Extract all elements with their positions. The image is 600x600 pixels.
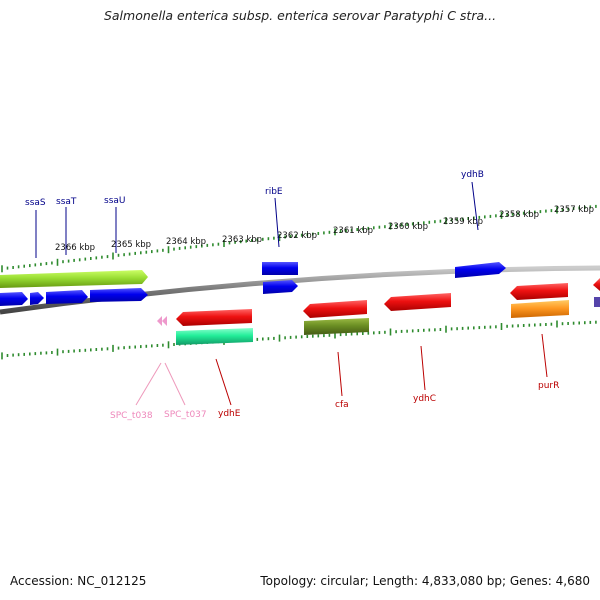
scale-label: 2359 kbp	[443, 217, 483, 227]
gene-arrow-ssaT[interactable]	[30, 292, 44, 305]
genome-backbone	[0, 265, 600, 315]
gene-arrow-ribE-2[interactable]	[263, 280, 298, 294]
scale-label: 2364 kbp	[166, 237, 206, 247]
gene-label-ydhB[interactable]: ydhB	[461, 170, 484, 180]
gene-label-ydhE[interactable]: ydhE	[218, 409, 241, 419]
gene-arrow-ydhC[interactable]	[384, 293, 451, 311]
gene-arrow-ribE-1[interactable]	[262, 262, 298, 275]
scale-label: 2365 kbp	[111, 240, 151, 250]
gene-arrow-purR[interactable]	[511, 300, 569, 318]
scale-label: 2358 kbp	[499, 210, 539, 220]
label-line-purR	[541, 333, 548, 378]
gene-label-ssaT[interactable]: ssaT	[56, 197, 77, 207]
gene-arrow-cfa[interactable]	[304, 318, 369, 335]
label-line-SPC_t038	[135, 362, 162, 406]
gene-arrow-lime[interactable]	[0, 270, 148, 288]
label-line-cfa	[337, 351, 343, 397]
gene-arrow-ydhB[interactable]	[455, 262, 506, 278]
gene-arrow-teal[interactable]	[176, 328, 253, 345]
gene-arrow-edge-purple[interactable]	[594, 297, 600, 307]
gene-label-ssaU[interactable]: ssaU	[104, 196, 125, 206]
label-line-ydhE	[215, 358, 232, 406]
gene-label-ssaS[interactable]: ssaS	[25, 198, 46, 208]
label-line-ribE	[274, 197, 280, 248]
gene-arrow-edge-red[interactable]	[593, 278, 600, 291]
gene-arrow-cfa-red[interactable]	[303, 300, 367, 318]
gene-ssaS-region[interactable]	[0, 270, 148, 288]
trna-arrow-SPC_t037[interactable]	[162, 316, 167, 326]
trna-arrow-SPC_t038[interactable]	[157, 316, 162, 326]
gene-label-SPC_t038[interactable]: SPC_t038	[110, 411, 153, 421]
gene-label-ribE[interactable]: ribE	[265, 187, 283, 197]
gene-arrow-ydhE[interactable]	[176, 309, 252, 326]
label-line-ydhC	[420, 345, 426, 391]
scale-label: 2362 kbp	[277, 231, 317, 241]
scale-ticks-bottom	[1, 320, 597, 360]
topology-summary: Topology: circular; Length: 4,833,080 bp…	[260, 574, 590, 588]
scale-label: 2361 kbp	[333, 226, 373, 236]
gene-arrow-ssaU-2[interactable]	[90, 288, 148, 302]
map-title: Salmonella enterica subsp. enterica sero…	[103, 8, 497, 23]
gene-label-ydhC[interactable]: ydhC	[413, 394, 436, 404]
gene-arrow-ssaS[interactable]	[0, 292, 28, 306]
gene-label-cfa[interactable]: cfa	[335, 400, 349, 410]
scale-ticks-top	[1, 204, 597, 273]
label-line-ydhB	[471, 181, 479, 231]
scale-label: 2366 kbp	[55, 243, 95, 253]
scale-label: 2360 kbp	[388, 222, 428, 232]
gene-arrow-ssaU-1[interactable]	[46, 290, 88, 304]
scale-label: 2363 kbp	[222, 235, 262, 245]
gene-label-purR[interactable]: purR	[538, 381, 559, 391]
trna-markers[interactable]	[157, 316, 167, 326]
scale-label: 2357 kbp	[554, 205, 594, 215]
accession-label: Accession: NC_012125	[10, 574, 147, 588]
gene-label-SPC_t037[interactable]: SPC_t037	[164, 410, 207, 420]
label-line-SPC_t037	[164, 362, 186, 406]
gene-arrow-purR-red[interactable]	[510, 283, 568, 300]
